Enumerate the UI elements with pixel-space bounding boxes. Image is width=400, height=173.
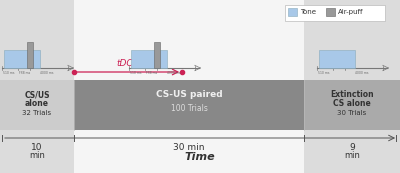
Text: min: min (29, 151, 45, 160)
Text: Air-puff: Air-puff (338, 9, 364, 15)
Text: 4000 ms: 4000 ms (167, 71, 180, 75)
Text: alone: alone (25, 99, 49, 108)
Text: 100 Trials: 100 Trials (170, 104, 208, 113)
Bar (27, 42, 33, 68)
Text: 30 min: 30 min (173, 143, 205, 152)
Text: 10: 10 (31, 143, 43, 152)
Text: 4000 ms: 4000 ms (40, 71, 54, 75)
Bar (326, 8, 335, 16)
Text: CS alone: CS alone (333, 99, 371, 108)
Bar (74, 80, 304, 130)
Bar (285, 5, 385, 21)
Text: CS-US paired: CS-US paired (156, 90, 222, 99)
Text: 4000 ms: 4000 ms (355, 71, 368, 75)
Text: 510 ms: 510 ms (3, 71, 14, 75)
Text: FSB ms: FSB ms (146, 71, 157, 75)
Bar (0, 80, 74, 130)
Bar (304, 0, 400, 173)
Text: FSB ms: FSB ms (19, 71, 30, 75)
Text: CS/US: CS/US (24, 90, 50, 99)
Bar (74, 0, 304, 173)
Text: min: min (344, 151, 360, 160)
Bar (304, 80, 400, 130)
Bar (154, 42, 160, 68)
Text: 32 Trials: 32 Trials (22, 110, 52, 116)
Bar (131, 50, 167, 68)
Text: 9: 9 (349, 143, 355, 152)
Text: 30 Trials: 30 Trials (337, 110, 367, 116)
Text: tDCS: tDCS (117, 59, 139, 68)
Text: Time: Time (185, 152, 215, 162)
Bar (4, 50, 40, 68)
Text: Tone: Tone (300, 9, 316, 15)
Bar (0, 0, 74, 173)
Text: Extinction: Extinction (330, 90, 374, 99)
Bar (319, 50, 355, 68)
Bar (288, 8, 297, 16)
Text: 510 ms: 510 ms (130, 71, 142, 75)
Text: 510 ms: 510 ms (318, 71, 330, 75)
